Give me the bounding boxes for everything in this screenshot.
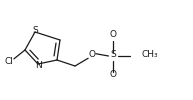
Text: O: O: [89, 50, 96, 59]
Text: S: S: [110, 50, 116, 59]
Text: O: O: [109, 70, 117, 79]
Text: S: S: [32, 26, 38, 35]
Text: CH₃: CH₃: [142, 50, 159, 59]
Text: Cl: Cl: [5, 57, 14, 66]
Text: N: N: [35, 62, 42, 70]
Text: O: O: [109, 30, 117, 39]
